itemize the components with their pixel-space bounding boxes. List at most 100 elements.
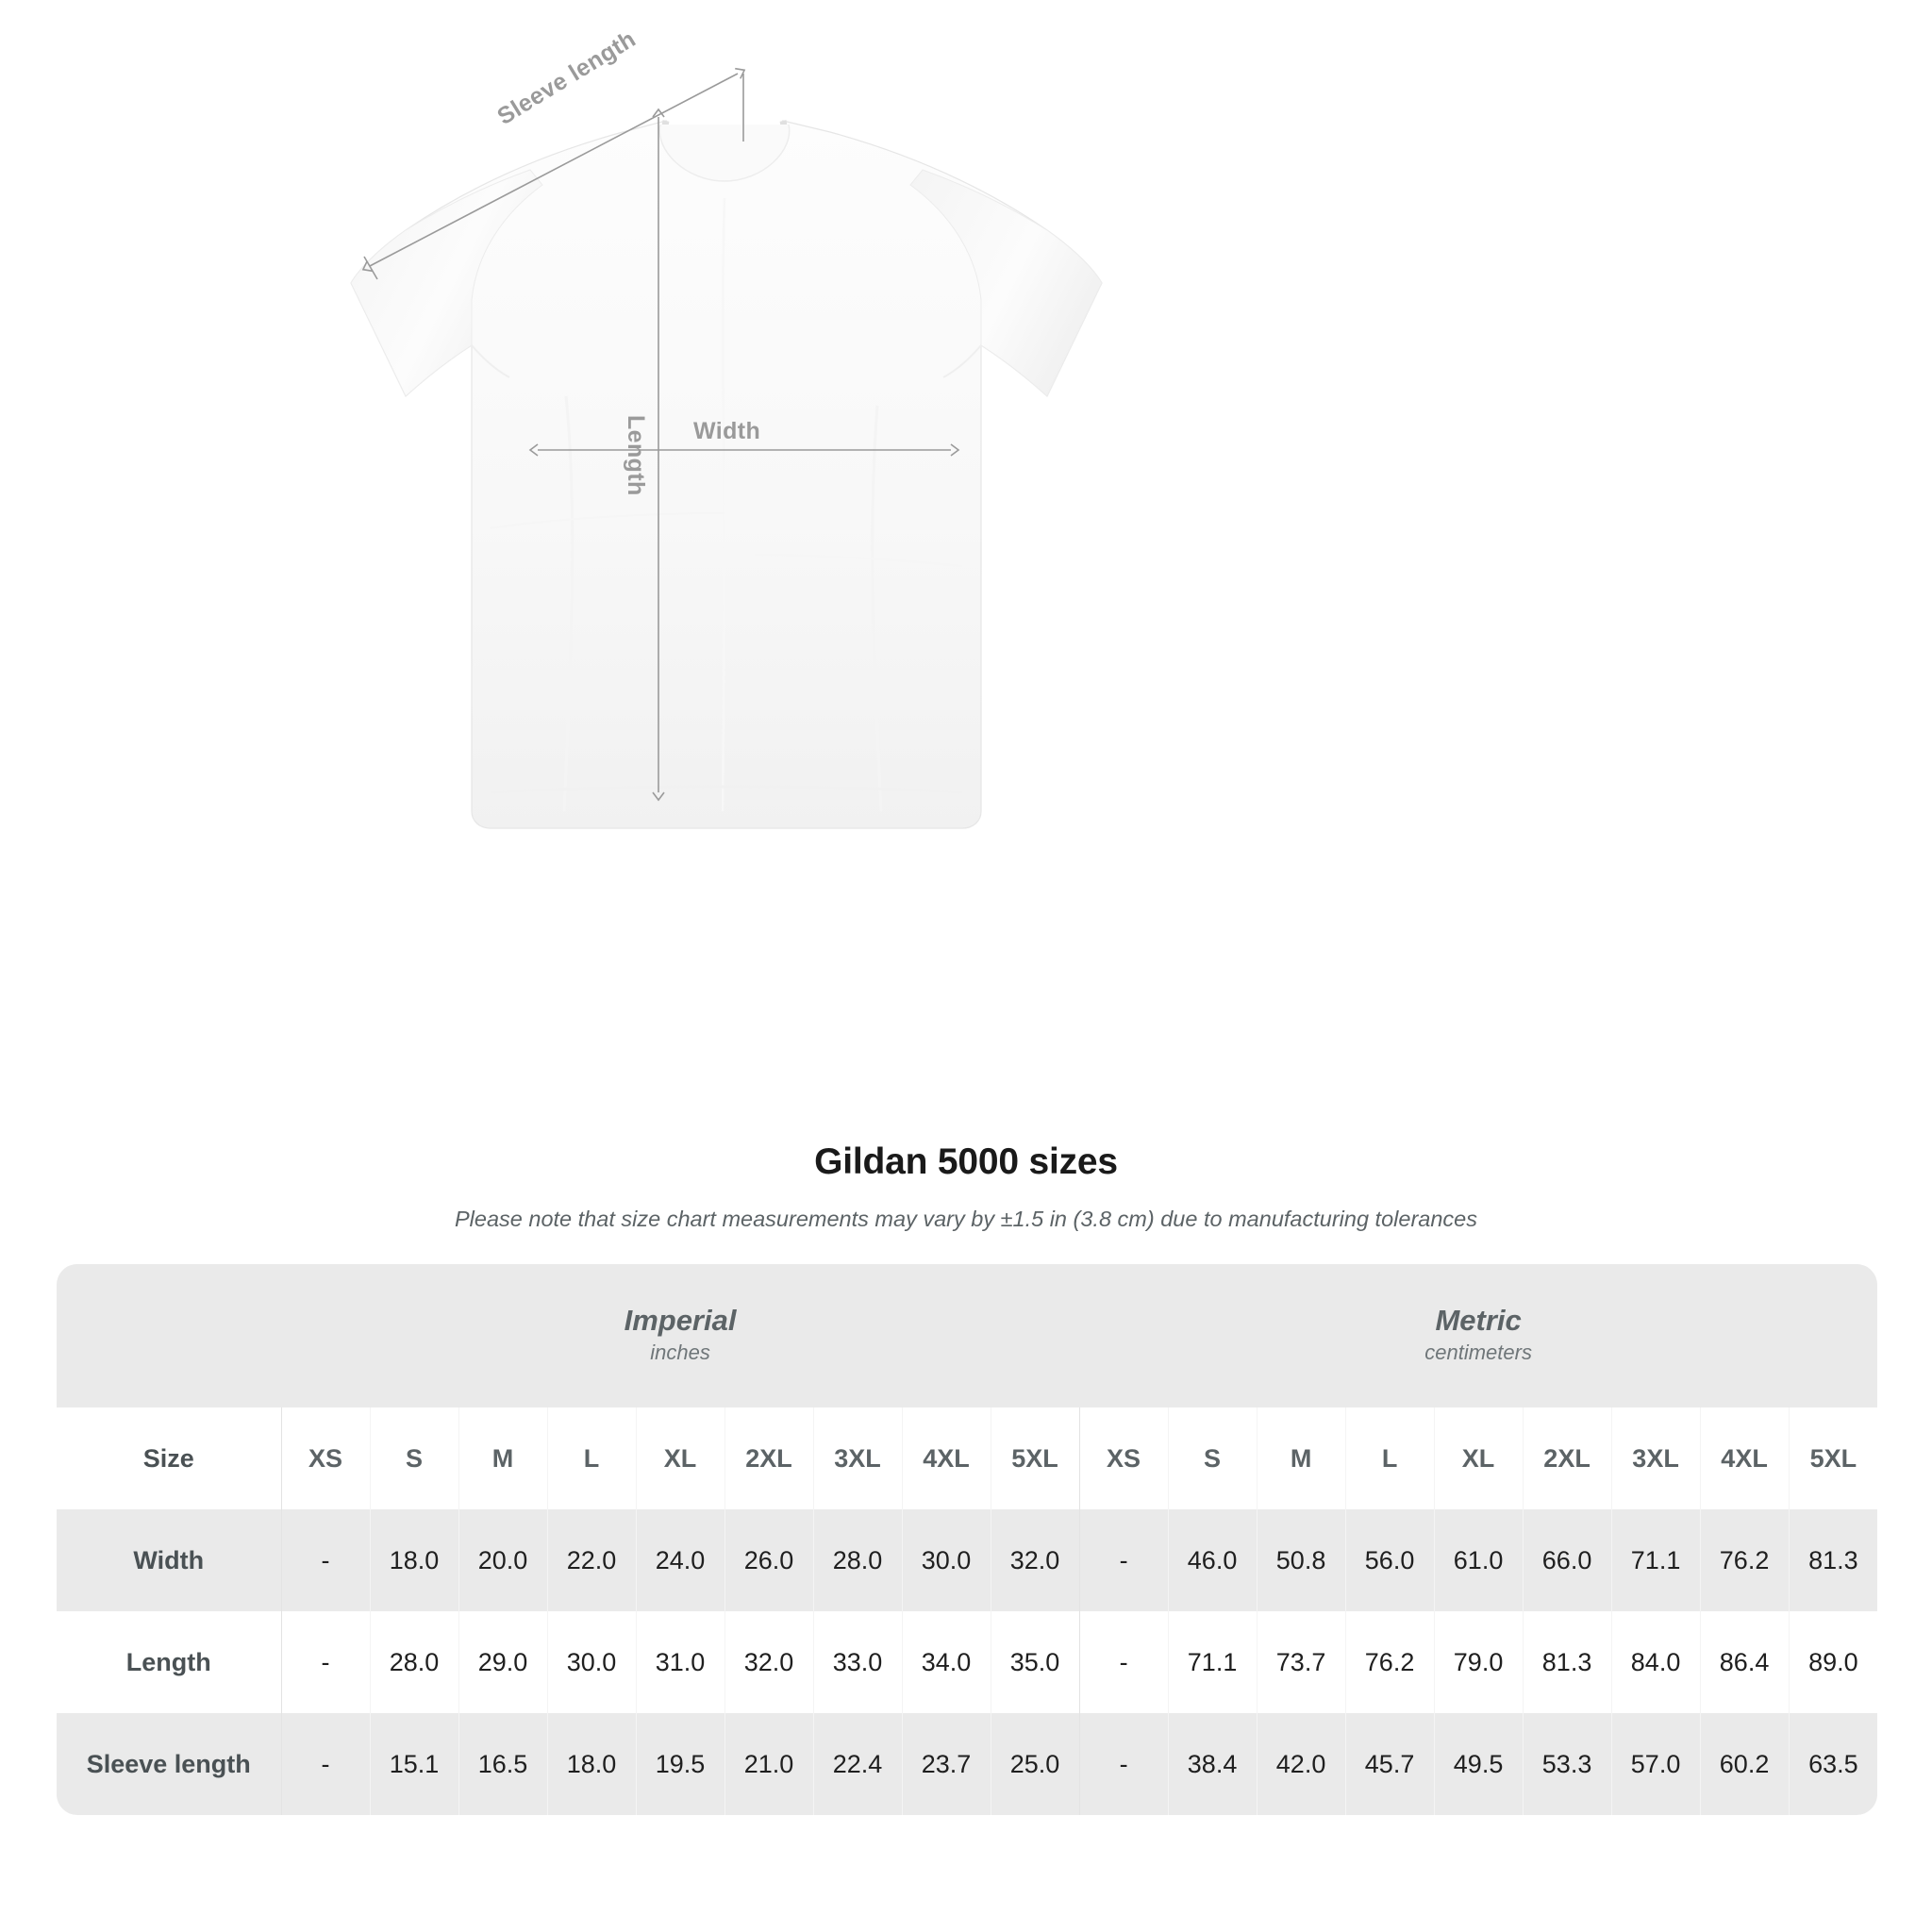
cell-width-metric-2xl: 66.0 bbox=[1522, 1509, 1612, 1611]
cell-sleeve-length-imperial-5xl: 25.0 bbox=[990, 1713, 1080, 1815]
size-header-imperial-s: S bbox=[369, 1407, 458, 1509]
cell-length-imperial-5xl: 35.0 bbox=[990, 1611, 1080, 1713]
size-header-metric-xl: XL bbox=[1433, 1407, 1524, 1509]
table-head: Imperial inches Metric centimeters Size … bbox=[57, 1264, 1877, 1509]
cell-sleeve-length-metric-xl: 49.5 bbox=[1433, 1713, 1524, 1815]
sleeve-dimension-line bbox=[361, 67, 746, 273]
table-row: Width -18.0 20.0 22.0 24.0 26.0 28.0 30.0 32.0-4… bbox=[57, 1509, 1877, 1611]
cell-sleeve-length-metric-l: 45.7 bbox=[1344, 1713, 1435, 1815]
table-body: Width -18.0 20.0 22.0 24.0 26.0 28.0 30.0 32.0-4… bbox=[57, 1509, 1877, 1815]
size-header-metric-5xl: 5XL bbox=[1788, 1407, 1877, 1509]
size-header-row: Size XS S M L XL 2XL 3XL 4XL 5XL XS S M L XL 2XL 3XL 4XL… bbox=[57, 1407, 1877, 1509]
cell-length-imperial-m: 29.0 bbox=[458, 1611, 547, 1713]
measurement-lines bbox=[361, 67, 960, 802]
cell-width-imperial-xs: - bbox=[280, 1509, 370, 1611]
cell-width-metric-s: 46.0 bbox=[1167, 1509, 1257, 1611]
size-header-imperial-m: M bbox=[458, 1407, 547, 1509]
size-chart-table: Imperial inches Metric centimeters Size … bbox=[57, 1264, 1877, 1815]
row-label-width: Width bbox=[133, 1545, 205, 1574]
sleeve-start-tick bbox=[363, 256, 378, 280]
size-header-metric-xs: XS bbox=[1078, 1407, 1169, 1509]
cell-length-imperial-s: 28.0 bbox=[369, 1611, 458, 1713]
row-label-length: Length bbox=[125, 1647, 211, 1676]
cell-length-imperial-l: 30.0 bbox=[546, 1611, 636, 1713]
cell-length-metric-xl: 79.0 bbox=[1433, 1611, 1524, 1713]
cell-length-imperial-2xl: 32.0 bbox=[724, 1611, 813, 1713]
size-header-metric-m: M bbox=[1256, 1407, 1346, 1509]
size-header-imperial-2xl: 2XL bbox=[724, 1407, 813, 1509]
unit-group-metric-name: Metric bbox=[1435, 1303, 1522, 1337]
cell-length-imperial-xl: 31.0 bbox=[635, 1611, 724, 1713]
cell-width-metric-5xl: 81.3 bbox=[1788, 1509, 1877, 1611]
tshirt-diagram: Sleeve length Length Width bbox=[350, 25, 1103, 829]
cell-length-imperial-4xl: 34.0 bbox=[901, 1611, 991, 1713]
size-header-imperial-3xl: 3XL bbox=[812, 1407, 902, 1509]
size-header-metric-2xl: 2XL bbox=[1522, 1407, 1612, 1509]
cell-length-metric-4xl: 86.4 bbox=[1699, 1611, 1790, 1713]
cell-width-imperial-s: 18.0 bbox=[369, 1509, 458, 1611]
tshirt-illustration bbox=[350, 67, 1103, 829]
cell-width-imperial-l: 22.0 bbox=[546, 1509, 636, 1611]
cell-length-metric-2xl: 81.3 bbox=[1522, 1611, 1612, 1713]
cell-sleeve-length-imperial-4xl: 23.7 bbox=[901, 1713, 991, 1815]
width-label: Width bbox=[693, 418, 761, 444]
cell-sleeve-length-metric-3xl: 57.0 bbox=[1610, 1713, 1701, 1815]
cell-sleeve-length-metric-s: 38.4 bbox=[1167, 1713, 1257, 1815]
unit-group-metric-sub: centimeters bbox=[1424, 1341, 1532, 1365]
unit-group-row: Imperial inches Metric centimeters bbox=[57, 1264, 1877, 1407]
unit-group-metric: Metric centimeters bbox=[1079, 1264, 1877, 1407]
cell-sleeve-length-metric-4xl: 60.2 bbox=[1699, 1713, 1790, 1815]
cell-sleeve-length-metric-xs: - bbox=[1078, 1713, 1169, 1815]
size-header-metric-3xl: 3XL bbox=[1610, 1407, 1701, 1509]
cell-sleeve-length-imperial-3xl: 22.4 bbox=[812, 1713, 902, 1815]
cell-width-imperial-xl: 24.0 bbox=[635, 1509, 724, 1611]
table-row: Length -28.0 29.0 30.0 31.0 32.0 33.0 34.0 35.0-… bbox=[57, 1611, 1877, 1713]
cell-sleeve-length-imperial-2xl: 21.0 bbox=[724, 1713, 813, 1815]
cell-length-imperial-3xl: 33.0 bbox=[812, 1611, 902, 1713]
cell-width-metric-m: 50.8 bbox=[1256, 1509, 1346, 1611]
cell-length-imperial-xs: - bbox=[280, 1611, 370, 1713]
cell-width-metric-3xl: 71.1 bbox=[1610, 1509, 1701, 1611]
cell-sleeve-length-imperial-m: 16.5 bbox=[458, 1713, 547, 1815]
size-corner-header: Size bbox=[142, 1443, 194, 1473]
cell-width-imperial-2xl: 26.0 bbox=[724, 1509, 813, 1611]
cell-width-metric-xs: - bbox=[1078, 1509, 1169, 1611]
size-header-imperial-5xl: 5XL bbox=[990, 1407, 1080, 1509]
size-header-imperial-xl: XL bbox=[635, 1407, 724, 1509]
size-chart-table-wrapper: Imperial inches Metric centimeters Size … bbox=[57, 1264, 1877, 1815]
page-subtitle: Please note that size chart measurements… bbox=[455, 1207, 1477, 1231]
size-header-metric-4xl: 4XL bbox=[1699, 1407, 1790, 1509]
unit-group-imperial: Imperial inches bbox=[281, 1264, 1079, 1407]
cell-width-imperial-4xl: 30.0 bbox=[901, 1509, 991, 1611]
cell-sleeve-length-imperial-s: 15.1 bbox=[369, 1713, 458, 1815]
cell-width-metric-l: 56.0 bbox=[1344, 1509, 1435, 1611]
unit-group-imperial-name: Imperial bbox=[624, 1303, 737, 1337]
size-header-imperial-l: L bbox=[546, 1407, 636, 1509]
cell-sleeve-length-imperial-l: 18.0 bbox=[546, 1713, 636, 1815]
cell-width-imperial-3xl: 28.0 bbox=[812, 1509, 902, 1611]
cell-sleeve-length-metric-2xl: 53.3 bbox=[1522, 1713, 1612, 1815]
size-header-metric-l: L bbox=[1344, 1407, 1435, 1509]
length-label: Length bbox=[623, 415, 649, 496]
table-row: Sleeve length -15.1 16.5 18.0 19.5 21.0 22.4 23… bbox=[57, 1713, 1877, 1815]
cell-sleeve-length-metric-5xl: 63.5 bbox=[1788, 1713, 1877, 1815]
cell-width-imperial-5xl: 32.0 bbox=[990, 1509, 1080, 1611]
cell-length-metric-5xl: 89.0 bbox=[1788, 1611, 1877, 1713]
cell-sleeve-length-imperial-xs: - bbox=[280, 1713, 370, 1815]
cell-length-metric-l: 76.2 bbox=[1344, 1611, 1435, 1713]
cell-width-imperial-m: 20.0 bbox=[458, 1509, 547, 1611]
cell-sleeve-length-imperial-xl: 19.5 bbox=[635, 1713, 724, 1815]
shirt-shape bbox=[350, 120, 1103, 829]
cell-width-metric-4xl: 76.2 bbox=[1699, 1509, 1790, 1611]
page-title: Gildan 5000 sizes bbox=[814, 1141, 1118, 1182]
size-header-metric-s: S bbox=[1167, 1407, 1257, 1509]
cell-sleeve-length-metric-m: 42.0 bbox=[1256, 1713, 1346, 1815]
cell-length-metric-3xl: 84.0 bbox=[1610, 1611, 1701, 1713]
unit-group-imperial-sub: inches bbox=[650, 1341, 710, 1365]
cell-length-metric-xs: - bbox=[1078, 1611, 1169, 1713]
size-header-imperial-4xl: 4XL bbox=[901, 1407, 991, 1509]
unit-corner-spacer bbox=[57, 1264, 281, 1407]
row-label-sleeve-length: Sleeve length bbox=[86, 1749, 251, 1778]
cell-width-metric-xl: 61.0 bbox=[1433, 1509, 1524, 1611]
cell-length-metric-s: 71.1 bbox=[1167, 1611, 1257, 1713]
